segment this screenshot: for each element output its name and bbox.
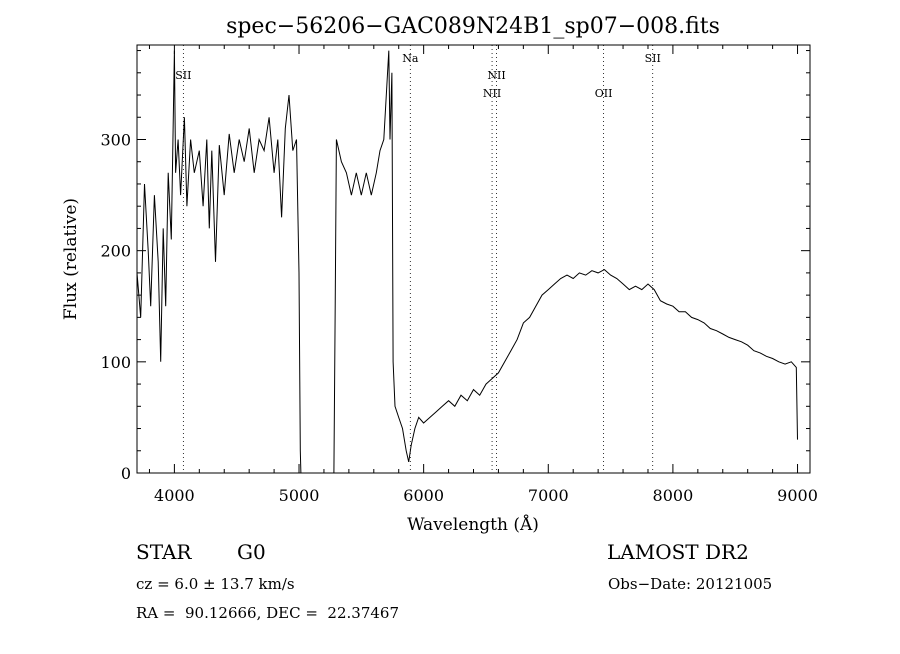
spectral-line-label: NII bbox=[483, 87, 501, 100]
x-axis-label: Wavelength (Å) bbox=[407, 514, 539, 535]
y-tick-label: 0 bbox=[121, 464, 131, 483]
x-tick-label: 8000 bbox=[653, 486, 694, 505]
spectrum-line bbox=[333, 50, 798, 474]
chart-title: spec−56206−GAC089N24B1_sp07−008.fits bbox=[226, 14, 720, 39]
spectral-line-label: OII bbox=[595, 87, 613, 100]
survey-label: LAMOST DR2 bbox=[607, 540, 749, 564]
y-tick-label: 100 bbox=[100, 353, 131, 372]
subclass-label: G0 bbox=[237, 540, 266, 564]
spectral-line-label: NII bbox=[487, 69, 505, 82]
object-class-label: STAR bbox=[136, 540, 192, 564]
y-tick-label: 200 bbox=[100, 242, 131, 261]
axis-ticks: 4000 5000 6000 7000 8000 9000 0 100 200 300 bbox=[100, 45, 818, 505]
spectrum-series bbox=[136, 50, 798, 474]
spectral-line-label: Na bbox=[402, 52, 419, 65]
x-tick-label: 6000 bbox=[403, 486, 444, 505]
x-tick-label: 7000 bbox=[528, 486, 569, 505]
plot-frame bbox=[136, 44, 811, 474]
spectral-line-label: SII bbox=[175, 69, 191, 82]
spectrum-line bbox=[136, 50, 302, 474]
coordinates-label: RA = 90.12666, DEC = 22.37467 bbox=[136, 604, 400, 622]
redshift-label: cz = 6.0 ± 13.7 km/s bbox=[136, 575, 295, 593]
y-tick-label: 300 bbox=[100, 130, 131, 149]
y-axis-label: Flux (relative) bbox=[61, 198, 81, 320]
obs-date-label: Obs−Date: 20121005 bbox=[608, 575, 773, 593]
x-tick-label: 4000 bbox=[154, 486, 195, 505]
x-tick-label: 9000 bbox=[777, 486, 818, 505]
emission-line-markers: SII Na NII NII OII SII bbox=[175, 45, 661, 473]
x-tick-label: 5000 bbox=[279, 486, 320, 505]
spectral-line-label: SII bbox=[645, 52, 661, 65]
